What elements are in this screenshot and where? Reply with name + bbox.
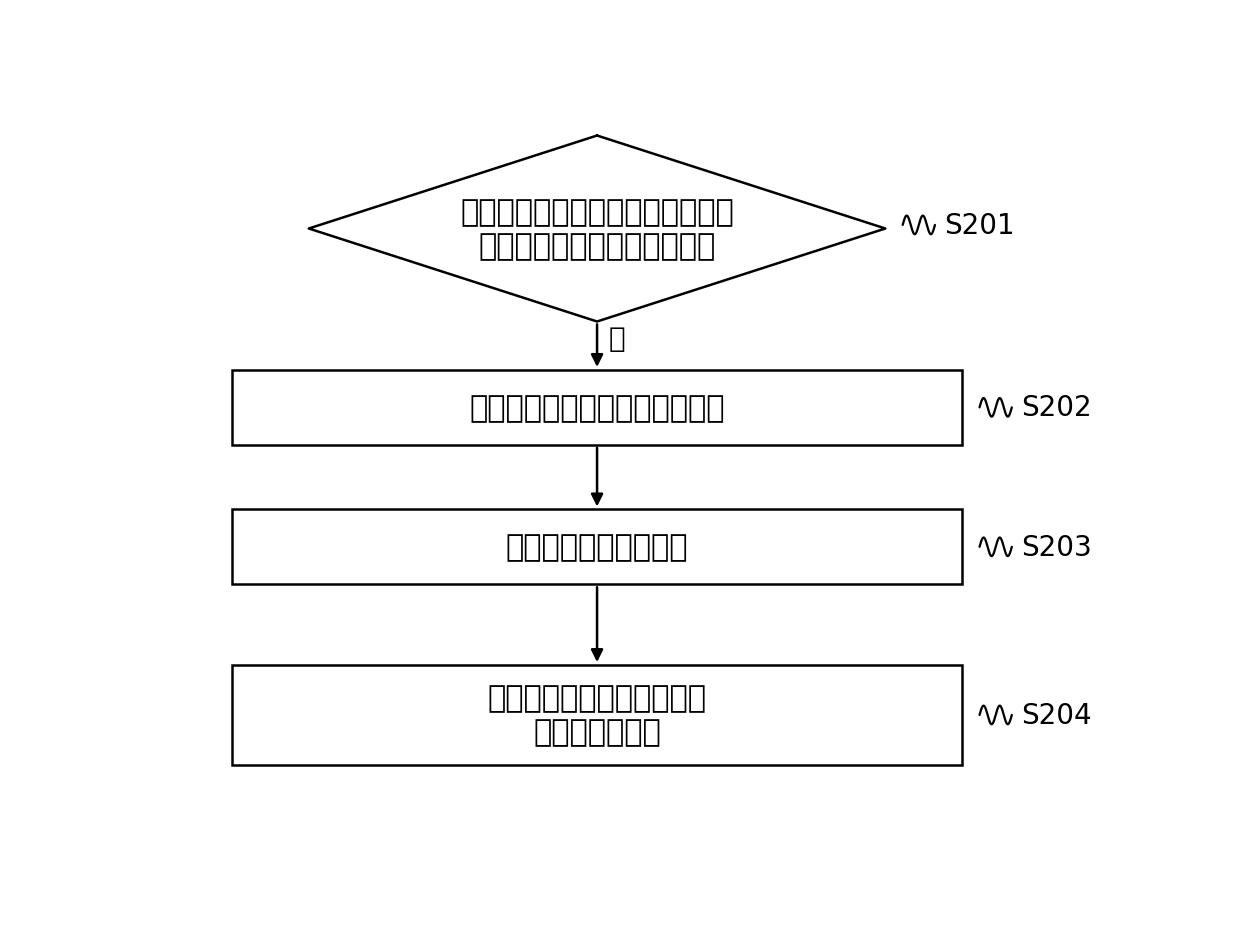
Text: 服务器端向客户端发送通知消息: 服务器端向客户端发送通知消息 bbox=[469, 393, 725, 422]
Text: 服务器端向客户端发送发生
变化的网页数据: 服务器端向客户端发送发生 变化的网页数据 bbox=[487, 684, 707, 746]
Bar bbox=[232, 509, 962, 585]
Text: S202: S202 bbox=[1022, 393, 1092, 422]
Text: 服务器端接收请求消息: 服务器端接收请求消息 bbox=[506, 533, 688, 561]
Bar bbox=[232, 370, 962, 445]
Polygon shape bbox=[309, 136, 885, 322]
Text: S201: S201 bbox=[945, 212, 1016, 239]
Text: S203: S203 bbox=[1022, 534, 1092, 561]
Text: 服务器端判断在预设时间内的网页
数据变化量是否大于预设阀値: 服务器端判断在预设时间内的网页 数据变化量是否大于预设阀値 bbox=[460, 198, 734, 261]
Text: 是: 是 bbox=[609, 325, 625, 354]
Bar bbox=[232, 665, 962, 766]
Text: S204: S204 bbox=[1022, 702, 1092, 729]
